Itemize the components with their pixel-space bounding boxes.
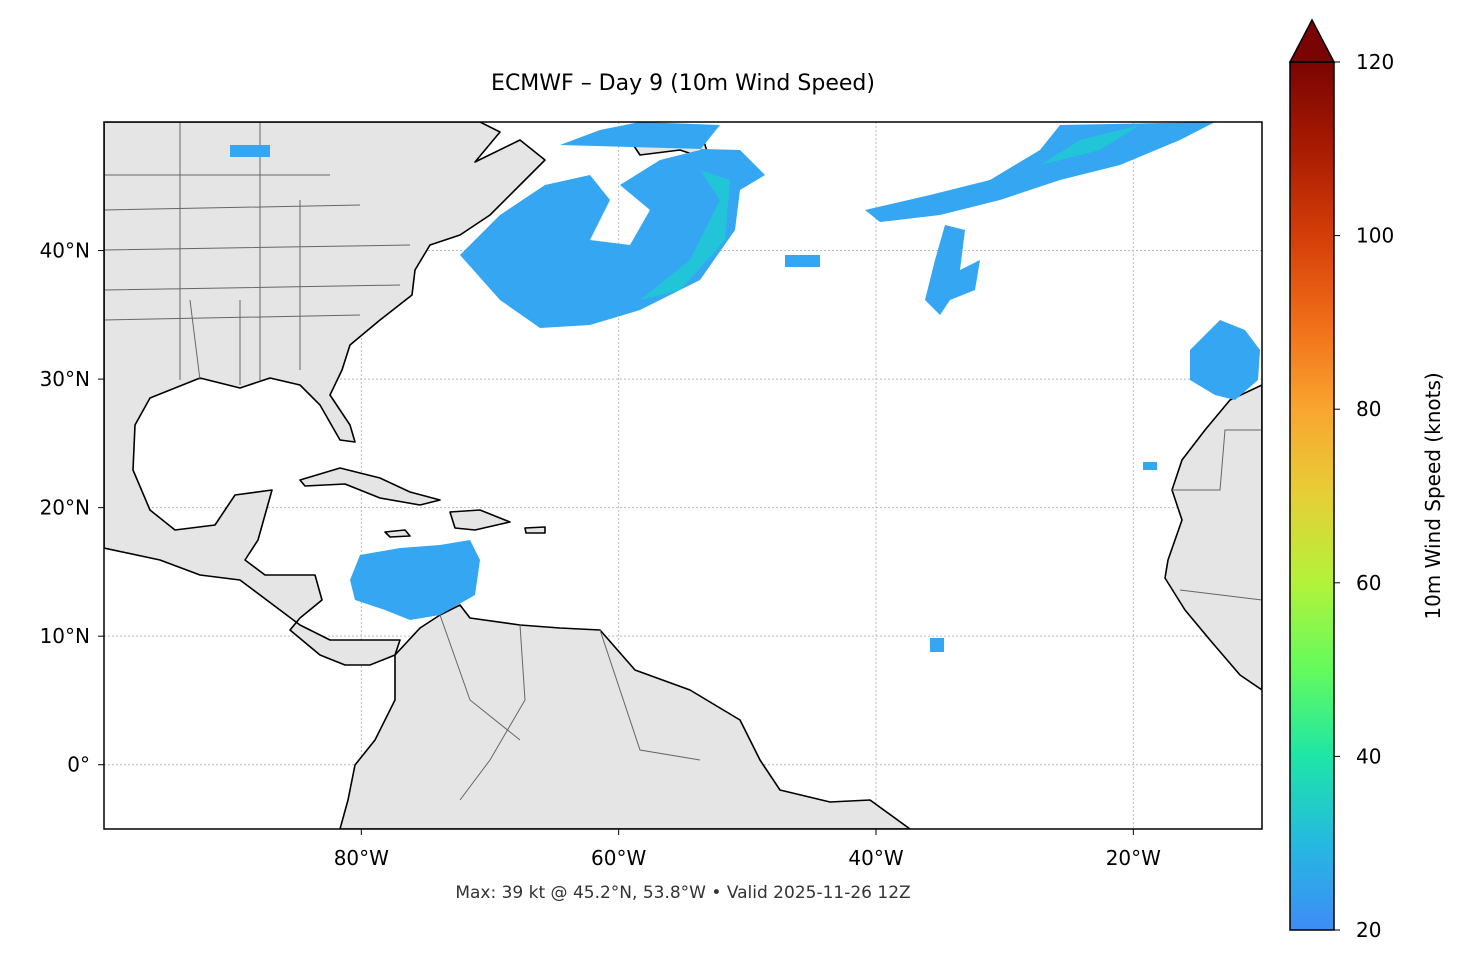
wind-field — [930, 638, 944, 652]
wind-field — [865, 122, 1215, 222]
colorbar-ticks: 20 40 60 80 100 120 — [1334, 50, 1394, 942]
colorbar-tick-label: 40 — [1356, 744, 1381, 768]
wind-field — [1040, 125, 1140, 165]
colorbar-tick-label: 20 — [1356, 918, 1381, 942]
map-area — [104, 122, 1262, 829]
state-borders — [104, 122, 411, 385]
y-tick-label: 20°N — [40, 496, 90, 520]
cuba — [299, 467, 441, 506]
wind-field — [350, 540, 480, 620]
y-tick-label: 40°N — [40, 239, 90, 263]
wind-field — [640, 170, 730, 300]
south-america — [339, 604, 911, 829]
colorbar-frame — [1289, 61, 1335, 931]
colorbar-extend — [1288, 18, 1336, 63]
wind-field — [785, 255, 820, 267]
colorbar-tick-label: 60 — [1356, 571, 1381, 595]
x-tick-label: 80°W — [334, 846, 389, 870]
hispaniola — [449, 509, 511, 531]
map-note: Max: 39 kt @ 45.2°N, 53.8°W • Valid 2025… — [455, 883, 910, 903]
wind-field — [1143, 462, 1157, 470]
colorbar — [1290, 62, 1334, 930]
wind-field — [1190, 320, 1260, 400]
colorbar-label: 10m Wind Speed (knots) — [1421, 372, 1445, 619]
x-tick-label: 60°W — [591, 846, 646, 870]
x-tick-label: 20°W — [1106, 846, 1161, 870]
wind-field — [230, 145, 270, 157]
y-tick-label: 0° — [67, 753, 90, 777]
map-title: ECMWF – Day 9 (10m Wind Speed) — [491, 71, 875, 96]
wind-field — [925, 225, 980, 315]
colorbar-tick-label: 120 — [1356, 50, 1394, 74]
africa — [1164, 384, 1262, 691]
jamaica — [384, 529, 411, 538]
map-frame — [103, 121, 1263, 830]
colorbar-tick-label: 80 — [1356, 397, 1381, 421]
y-tick-label: 30°N — [40, 367, 90, 391]
x-tick-label: 40°W — [848, 846, 903, 870]
country-borders — [439, 429, 1262, 801]
north-america — [104, 122, 546, 666]
y-tick-label: 10°N — [40, 624, 90, 648]
axis-ticks: 80°W 60°W 40°W 20°W 0° 10°N 20°N 30°N 40°N — [40, 239, 1162, 870]
puerto-rico — [524, 526, 546, 534]
colorbar-tick-label: 100 — [1356, 224, 1394, 248]
